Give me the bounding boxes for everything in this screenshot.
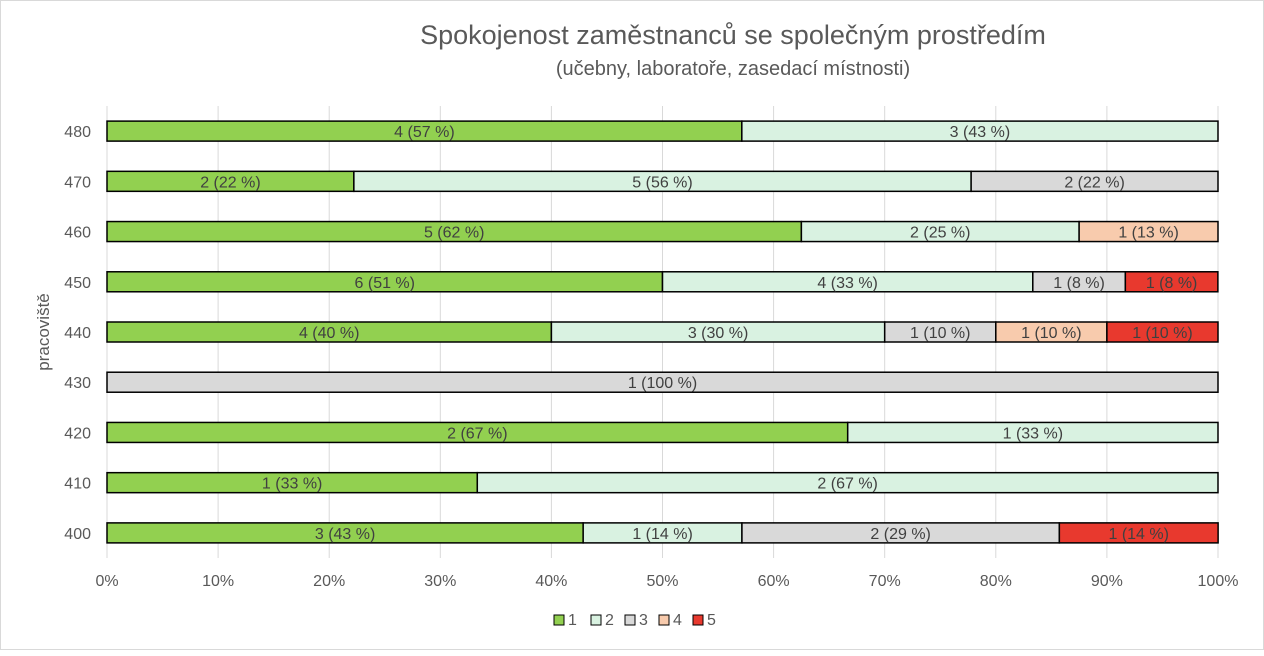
data-label: 2 (29 %): [870, 526, 930, 543]
data-label: 2 (25 %): [910, 225, 970, 242]
x-tick-label: 90%: [1091, 573, 1123, 590]
data-label: 2 (22 %): [1064, 174, 1124, 191]
bar-segment: [1078, 220, 1219, 243]
y-tick-label: 470: [64, 174, 91, 191]
data-label: 4 (57 %): [394, 124, 454, 141]
x-tick-label: 60%: [758, 573, 790, 590]
bar-segment: [106, 371, 1219, 393]
x-tick-label: 0%: [95, 573, 118, 590]
data-label: 6 (51 %): [355, 275, 415, 292]
legend-swatch: [553, 614, 565, 626]
data-label: 3 (43 %): [315, 526, 375, 543]
data-label: 3 (43 %): [950, 124, 1010, 141]
legend-swatch: [658, 614, 670, 626]
chart-title: Spokojenost zaměstnanců se společným pro…: [420, 20, 1046, 50]
y-tick-label: 410: [64, 476, 91, 493]
data-label: 1 (33 %): [262, 476, 322, 493]
chart-subtitle: (učebny, laboratoře, zasedací místnosti): [556, 58, 910, 80]
y-tick-label: 460: [64, 225, 91, 242]
bar-segment: [970, 170, 1219, 193]
data-label: 1 (13 %): [1118, 225, 1178, 242]
x-tick-label: 100%: [1198, 573, 1239, 590]
y-tick-label: 450: [64, 275, 91, 292]
data-label: 1 (100 %): [628, 375, 697, 392]
y-tick-label: 420: [64, 425, 91, 442]
x-tick-label: 40%: [535, 573, 567, 590]
legend: 1 2 3 4 5: [553, 612, 716, 629]
x-tick-label: 30%: [424, 573, 456, 590]
x-tick-label: 70%: [869, 573, 901, 590]
y-tick-label: 400: [64, 526, 91, 543]
legend-label: 5: [707, 612, 716, 629]
data-label: 3 (30 %): [688, 325, 748, 342]
x-tick-label: 20%: [313, 573, 345, 590]
bar-segment: [741, 120, 1219, 142]
data-label: 1 (8 %): [1053, 275, 1105, 292]
data-label: 2 (67 %): [817, 476, 877, 493]
x-tick-label: 50%: [646, 573, 678, 590]
legend-label: 3: [639, 612, 648, 629]
y-tick-label: 440: [64, 325, 91, 342]
data-label: 1 (8 %): [1146, 275, 1198, 292]
data-label: 1 (14 %): [1108, 526, 1168, 543]
bar-segment: [1058, 522, 1219, 544]
legend-swatch: [692, 614, 704, 626]
x-axis-ticks: 0% 10% 20% 30% 40% 50% 60% 70% 80% 90% 100%: [95, 573, 1238, 590]
data-label: 1 (10 %): [910, 325, 970, 342]
data-label: 5 (62 %): [424, 225, 484, 242]
bar-segment: [1106, 321, 1219, 343]
data-label: 1 (10 %): [1021, 325, 1081, 342]
data-label: 2 (67 %): [447, 425, 507, 442]
data-label: 1 (14 %): [632, 526, 692, 543]
y-tick-label: 430: [64, 375, 91, 392]
bars-group: 4 (57 %) 3 (43 %) 2 (22 %) 5 (56 %) 2 (22 %)…: [106, 120, 1219, 544]
bar-segment: [476, 471, 1219, 494]
y-axis-ticks: 480 470 460 450 440 430 420 410 400: [64, 124, 91, 543]
legend-label: 1: [568, 612, 577, 629]
data-label: 4 (40 %): [299, 325, 359, 342]
legend-label: 2: [605, 612, 614, 629]
legend-label: 4: [673, 612, 682, 629]
x-tick-label: 80%: [980, 573, 1012, 590]
data-label: 4 (33 %): [817, 275, 877, 292]
data-label: 1 (33 %): [1003, 425, 1063, 442]
y-axis-label: pracoviště: [34, 293, 53, 370]
bar-segment: [1124, 271, 1219, 293]
data-label: 1 (10 %): [1132, 325, 1192, 342]
data-label: 5 (56 %): [632, 174, 692, 191]
data-label: 2 (22 %): [200, 174, 260, 191]
x-tick-label: 10%: [202, 573, 234, 590]
bar-segment: [846, 421, 1219, 444]
legend-swatch: [624, 614, 636, 626]
legend-swatch: [590, 614, 602, 626]
y-tick-label: 480: [64, 124, 91, 141]
